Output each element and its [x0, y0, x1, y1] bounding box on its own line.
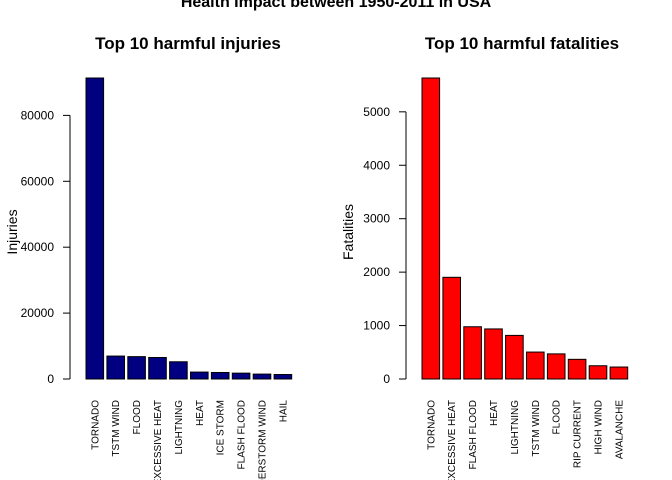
figure-title: Health Impact between 1950-2011 in USA	[181, 0, 492, 11]
injuries-x-tick-label: TSTM WIND	[111, 400, 122, 457]
injuries-chart-title: Top 10 harmful injuries	[95, 34, 281, 53]
fatalities-x-tick-labels: TORNADO EXCESSIVE HEAT FLASH FLOOD HEAT LIGH…	[426, 400, 625, 480]
fatalities-bar-high-wind	[588, 365, 608, 380]
fatalities-panel: Top 10 harmful fatalities Fatalities 0 10…	[340, 34, 629, 480]
fatalities-y-tick-label: 5000	[363, 105, 390, 119]
fatalities-chart-title: Top 10 harmful fatalities	[425, 34, 619, 53]
fatalities-x-tick-label: FLASH FLOOD	[468, 400, 479, 469]
fatalities-y-tick-label: 4000	[363, 158, 390, 172]
injuries-bar-lightning	[169, 361, 188, 380]
injuries-bar-ice-storm	[210, 371, 230, 380]
injuries-x-tick-label: FLASH FLOOD	[237, 400, 248, 469]
injuries-bar-excessive-heat	[148, 356, 167, 380]
fatalities-bar-rip-current	[567, 358, 587, 380]
injuries-bar-flash-flood	[231, 372, 251, 380]
fatalities-bars	[421, 77, 629, 380]
fatalities-y-tick-label: 0	[383, 372, 390, 386]
injuries-x-tick-label: FLOOD	[132, 400, 143, 434]
fatalities-y-tick-label: 2000	[363, 265, 390, 279]
fatalities-y-tick-label: 1000	[363, 319, 390, 333]
fatalities-x-tick-label: HIGH WIND	[594, 400, 605, 454]
fatalities-y-axis-label: Fatalities	[340, 204, 356, 260]
injuries-panel: Top 10 harmful injuries Injuries 0 20000 4…	[4, 34, 293, 480]
injuries-y-axis: 0 20000 40000 60000 80000	[21, 108, 71, 386]
fatalities-x-tick-label: AVALANCHE	[614, 400, 625, 459]
fatalities-x-tick-label: TSTM WIND	[531, 400, 542, 457]
fatalities-y-tick-label: 3000	[363, 212, 390, 226]
injuries-x-tick-label: EXCESSIVE HEAT	[153, 400, 164, 480]
injuries-bar-tstm-wind	[106, 355, 126, 380]
injuries-x-tick-label: LIGHTNING	[174, 400, 185, 455]
fatalities-x-tick-label: HEAT	[489, 400, 500, 426]
injuries-x-tick-label: THUNDERSTORM WIND	[258, 400, 269, 480]
injuries-bar-tornado	[85, 77, 105, 380]
fatalities-bar-lightning	[505, 334, 524, 380]
injuries-x-tick-labels: TORNADO TSTM WIND FLOOD EXCESSIVE HEAT LIGHT…	[90, 400, 289, 480]
injuries-y-axis-label: Injuries	[4, 209, 20, 254]
fatalities-bar-heat	[484, 328, 503, 380]
fatalities-bar-tornado	[421, 77, 441, 380]
injuries-bar-hail	[273, 374, 293, 380]
injuries-y-tick-label: 80000	[21, 108, 55, 122]
fatalities-y-axis: 0 1000 2000 3000 4000 5000	[363, 105, 407, 386]
fatalities-x-tick-label: EXCESSIVE HEAT	[447, 400, 458, 480]
fatalities-x-tick-label: FLOOD	[552, 400, 563, 434]
injuries-y-tick-label: 40000	[21, 240, 55, 254]
fatalities-bar-flood	[546, 353, 566, 380]
injuries-x-tick-label: ICE STORM	[216, 400, 227, 455]
injuries-y-tick-label: 20000	[21, 306, 55, 320]
fatalities-x-tick-label: RIP CURRENT	[573, 400, 584, 468]
injuries-x-tick-label: TORNADO	[90, 400, 101, 450]
injuries-bars	[85, 77, 293, 380]
fatalities-bar-flash-flood	[463, 326, 482, 380]
injuries-y-tick-label: 0	[47, 372, 54, 386]
fatalities-x-tick-label: TORNADO	[426, 400, 437, 450]
fatalities-bar-tstm-wind	[526, 351, 545, 380]
injuries-y-tick-label: 60000	[21, 174, 55, 188]
injuries-x-tick-label: HAIL	[278, 400, 289, 423]
fatalities-bar-avalanche	[609, 366, 629, 380]
injuries-bar-heat	[190, 371, 209, 380]
fatalities-bar-excessive-heat	[442, 276, 461, 380]
fatalities-x-tick-label: LIGHTNING	[510, 400, 521, 455]
injuries-bar-flood	[127, 356, 146, 380]
injuries-bar-thunderstorm-wind	[252, 373, 272, 380]
injuries-x-tick-label: HEAT	[195, 400, 206, 426]
